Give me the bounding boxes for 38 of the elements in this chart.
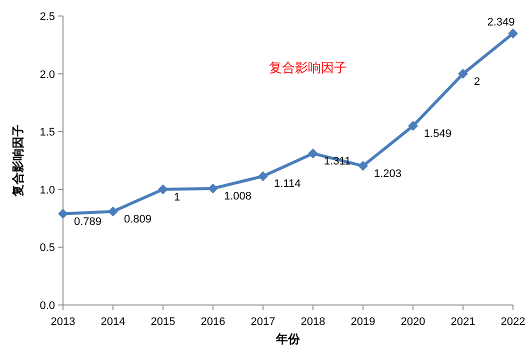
y-tick-label: 2.0 bbox=[40, 68, 55, 81]
data-label: 2 bbox=[474, 76, 480, 88]
x-tick-label: 2017 bbox=[250, 316, 276, 328]
y-tick-label: 1.5 bbox=[40, 126, 55, 139]
point bbox=[458, 68, 468, 79]
y-tick-label: 2.5 bbox=[40, 11, 55, 23]
x-axis-title: 年份 bbox=[275, 332, 301, 346]
x-tick-label: 2015 bbox=[150, 316, 176, 328]
x-tick-label: 2016 bbox=[200, 316, 226, 328]
data-label: 0.809 bbox=[124, 213, 152, 226]
x-tick-label: 2022 bbox=[500, 316, 526, 328]
x-tick-label: 2020 bbox=[400, 316, 426, 328]
data-label: 0.789 bbox=[74, 216, 102, 228]
text: 复合影响因子 bbox=[269, 60, 347, 75]
x-tick-label: 2018 bbox=[300, 316, 326, 328]
x-tick-label: 2014 bbox=[100, 316, 126, 328]
point bbox=[158, 184, 168, 194]
point bbox=[408, 120, 418, 131]
point bbox=[58, 208, 68, 219]
point bbox=[308, 148, 318, 158]
y-tick-label: 0.5 bbox=[40, 242, 55, 254]
point bbox=[258, 171, 268, 182]
data-label: 1.114 bbox=[274, 178, 301, 190]
point bbox=[108, 206, 118, 216]
data-label: 1.549 bbox=[424, 128, 452, 140]
point bbox=[208, 183, 218, 194]
data-label: 1 bbox=[174, 191, 180, 204]
data-label: 2.349 bbox=[487, 16, 515, 28]
y-tick-label: 1.0 bbox=[40, 184, 55, 196]
data-label: 1.008 bbox=[224, 190, 252, 202]
x-tick-label: 2021 bbox=[450, 316, 476, 328]
point bbox=[508, 28, 518, 38]
x-tick-label: 2019 bbox=[350, 316, 376, 328]
y-axis-title: 复合影响因子 bbox=[11, 124, 25, 198]
y-tick-label: 0.0 bbox=[40, 300, 55, 312]
data-label: 1.203 bbox=[374, 168, 402, 180]
x-tick-label: 2013 bbox=[50, 316, 76, 328]
point bbox=[358, 160, 368, 171]
